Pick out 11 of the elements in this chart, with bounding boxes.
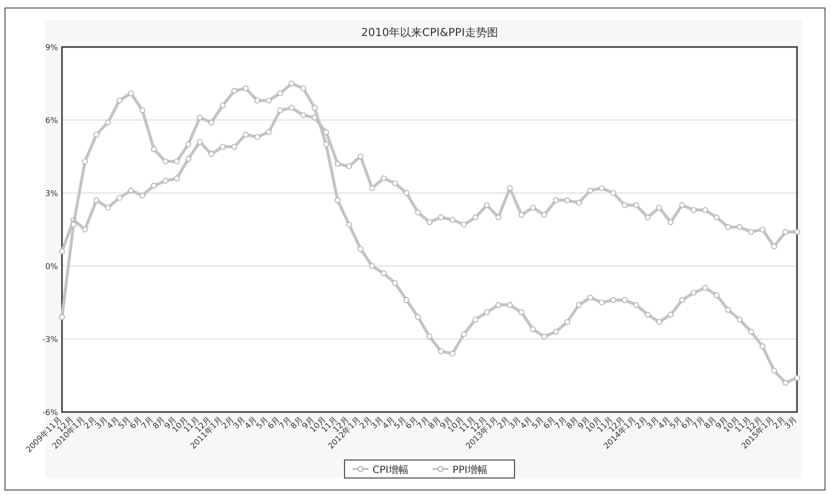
y-tick-label: 3% (45, 189, 58, 198)
y-tick-label: 9% (45, 43, 58, 52)
x-tick-label: 3月 (232, 415, 248, 431)
y-tick-label: 6% (45, 116, 58, 125)
chart-title: 2010年以来CPI&PPI走势图 (361, 26, 498, 39)
y-tick-label: 0% (45, 262, 58, 271)
y-tick-label: -6% (42, 408, 58, 417)
x-tick-label: 3月 (507, 415, 523, 431)
legend-label: PPI增幅 (452, 464, 488, 476)
legend-label: CPI增幅 (372, 464, 408, 476)
y-tick-label: -3% (42, 335, 58, 344)
